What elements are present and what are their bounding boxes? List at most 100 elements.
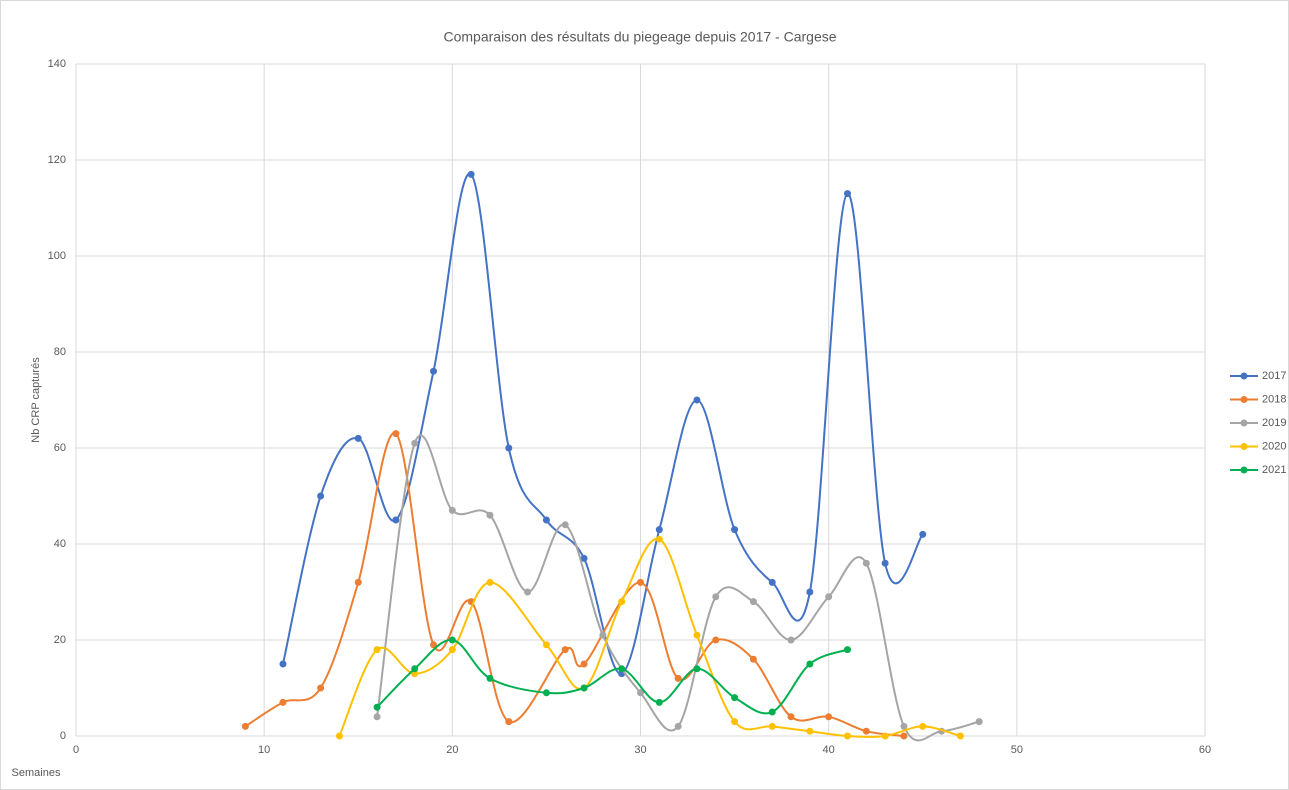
x-tick-label: 10 xyxy=(258,744,270,756)
data-point xyxy=(448,646,456,654)
data-point xyxy=(486,674,494,682)
data-point xyxy=(843,732,851,740)
data-point xyxy=(749,655,757,663)
data-point xyxy=(881,559,889,567)
data-point xyxy=(655,698,663,706)
data-point xyxy=(712,593,720,601)
x-tick-label: 60 xyxy=(1199,744,1211,756)
data-point xyxy=(787,636,795,644)
data-point xyxy=(241,722,249,730)
data-point xyxy=(618,665,626,673)
data-point xyxy=(655,526,663,534)
legend-marker xyxy=(1240,396,1248,403)
data-point xyxy=(768,722,776,730)
data-point xyxy=(373,646,381,654)
data-point xyxy=(411,665,419,673)
data-point xyxy=(712,636,720,644)
data-point xyxy=(354,434,362,442)
data-point xyxy=(411,439,419,447)
y-tick-label: 80 xyxy=(54,346,66,358)
data-point xyxy=(392,516,400,524)
y-tick-label: 120 xyxy=(48,154,66,166)
data-point xyxy=(279,698,287,706)
x-tick-label: 50 xyxy=(1011,744,1023,756)
legend-label: 2021 xyxy=(1262,464,1286,476)
x-tick-label: 20 xyxy=(446,744,458,756)
data-point xyxy=(806,727,814,735)
y-axis-label: Nb CRP capturés xyxy=(30,357,42,443)
x-tick-label: 30 xyxy=(634,744,646,756)
data-point xyxy=(731,718,739,726)
data-point xyxy=(787,713,795,721)
data-point xyxy=(467,170,475,178)
data-point xyxy=(486,578,494,586)
data-point xyxy=(580,554,588,562)
data-point xyxy=(731,694,739,702)
data-point xyxy=(881,732,889,740)
data-point xyxy=(448,636,456,644)
data-point xyxy=(448,506,456,514)
x-tick-label: 40 xyxy=(823,744,835,756)
data-point xyxy=(637,578,644,586)
data-point xyxy=(392,430,400,438)
data-point xyxy=(862,727,870,735)
x-axis-label: Semaines xyxy=(12,767,61,779)
data-point xyxy=(505,718,513,726)
data-point xyxy=(843,190,851,198)
data-point xyxy=(731,526,739,534)
data-point xyxy=(580,660,588,668)
data-point xyxy=(919,530,927,538)
data-point xyxy=(919,722,927,730)
data-point xyxy=(956,732,964,740)
data-point xyxy=(693,396,701,404)
data-point xyxy=(768,578,776,586)
data-point xyxy=(825,593,833,601)
data-point xyxy=(806,588,814,596)
data-point xyxy=(542,516,550,524)
legend-marker xyxy=(1240,466,1248,474)
data-point xyxy=(524,588,532,596)
data-point xyxy=(599,631,607,639)
data-point xyxy=(542,689,550,697)
data-point xyxy=(674,674,682,682)
chart-title: Comparaison des résultats du piegeage de… xyxy=(443,29,836,45)
y-tick-label: 20 xyxy=(54,634,66,646)
data-point xyxy=(693,665,701,673)
legend-label: 2020 xyxy=(1262,440,1286,452)
legend-label: 2018 xyxy=(1262,393,1286,405)
data-point xyxy=(637,689,644,697)
data-point xyxy=(317,684,325,692)
legend-label: 2019 xyxy=(1262,417,1286,429)
data-point xyxy=(486,511,494,519)
data-point xyxy=(561,521,569,529)
x-tick-label: 0 xyxy=(73,744,79,756)
data-point xyxy=(335,732,343,740)
data-point xyxy=(373,703,381,711)
y-tick-label: 140 xyxy=(48,58,66,70)
data-point xyxy=(843,646,851,654)
series-line xyxy=(244,432,905,737)
data-point xyxy=(317,492,325,500)
data-point xyxy=(411,670,419,678)
data-point xyxy=(862,559,870,567)
data-point xyxy=(693,631,701,639)
data-point xyxy=(430,641,438,649)
data-point xyxy=(900,722,908,730)
data-point xyxy=(580,684,588,692)
data-point xyxy=(430,367,438,375)
data-point xyxy=(900,732,908,740)
data-point xyxy=(354,578,362,586)
data-point xyxy=(655,535,663,543)
y-tick-label: 40 xyxy=(54,538,66,550)
y-tick-label: 100 xyxy=(48,250,66,262)
legend-label: 2017 xyxy=(1262,370,1286,382)
data-point xyxy=(279,660,287,668)
data-point xyxy=(749,598,757,606)
data-point xyxy=(505,444,513,452)
legend-marker xyxy=(1240,443,1248,450)
legend-marker xyxy=(1240,419,1248,427)
data-point xyxy=(373,713,381,721)
data-point xyxy=(618,598,626,606)
